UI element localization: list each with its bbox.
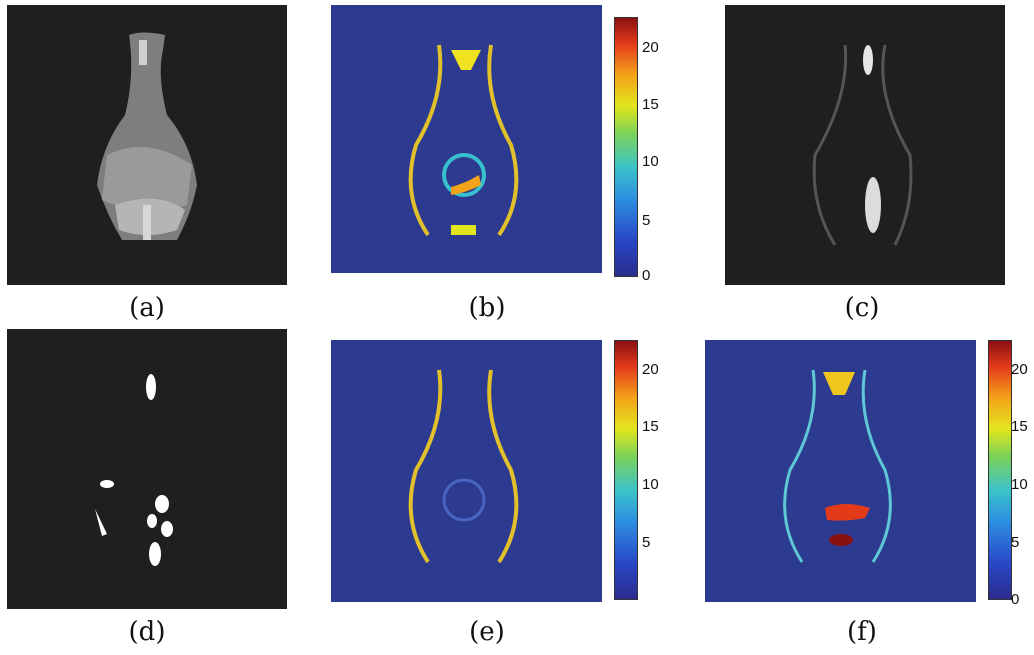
colorbar-b-tick-0: 0 bbox=[642, 267, 651, 284]
colorbar-e-tick-20: 20 bbox=[642, 361, 659, 378]
caption-d: (d) bbox=[128, 617, 166, 647]
image-d-binary-mask bbox=[7, 329, 287, 609]
colorbar-b-tick-15: 15 bbox=[642, 96, 659, 113]
heatmap-f-figure bbox=[783, 369, 892, 563]
colorbar-f-tick-15: 15 bbox=[1011, 418, 1028, 435]
colorbar-e-tick-5: 5 bbox=[642, 534, 651, 551]
binary-mask-figure bbox=[95, 374, 173, 566]
colorbar-e-tick-10: 10 bbox=[642, 476, 659, 493]
colorbar-f-tick-5: 5 bbox=[1011, 534, 1020, 551]
caption-e: (e) bbox=[469, 617, 505, 647]
heatmap-e-figure bbox=[408, 369, 519, 564]
colorbar-e-tick-15: 15 bbox=[642, 418, 659, 435]
dark-figure-c bbox=[812, 44, 913, 246]
colorbar-e bbox=[614, 340, 638, 600]
image-f-heatmap bbox=[705, 340, 976, 602]
caption-c: (c) bbox=[844, 293, 880, 323]
colorbar-f-tick-0: 0 bbox=[1011, 591, 1020, 608]
image-a-vase-grayscale bbox=[7, 5, 287, 285]
colorbar-f-tick-10: 10 bbox=[1011, 476, 1028, 493]
caption-b: (b) bbox=[468, 293, 506, 323]
colorbar-b-tick-10: 10 bbox=[642, 153, 659, 170]
colorbar-b-tick-5: 5 bbox=[642, 212, 651, 229]
vase-grayscale-figure bbox=[97, 32, 197, 240]
colorbar-f bbox=[988, 340, 1012, 600]
colorbar-b bbox=[614, 17, 638, 277]
caption-f: (f) bbox=[847, 617, 877, 647]
image-e-heatmap bbox=[331, 340, 602, 602]
caption-a: (a) bbox=[129, 293, 165, 323]
colorbar-f-tick-20: 20 bbox=[1011, 361, 1028, 378]
image-b-heatmap bbox=[331, 5, 602, 273]
colorbar-b-tick-20: 20 bbox=[642, 39, 659, 56]
heatmap-b-figure bbox=[408, 44, 519, 237]
image-c-dark bbox=[725, 5, 1005, 285]
